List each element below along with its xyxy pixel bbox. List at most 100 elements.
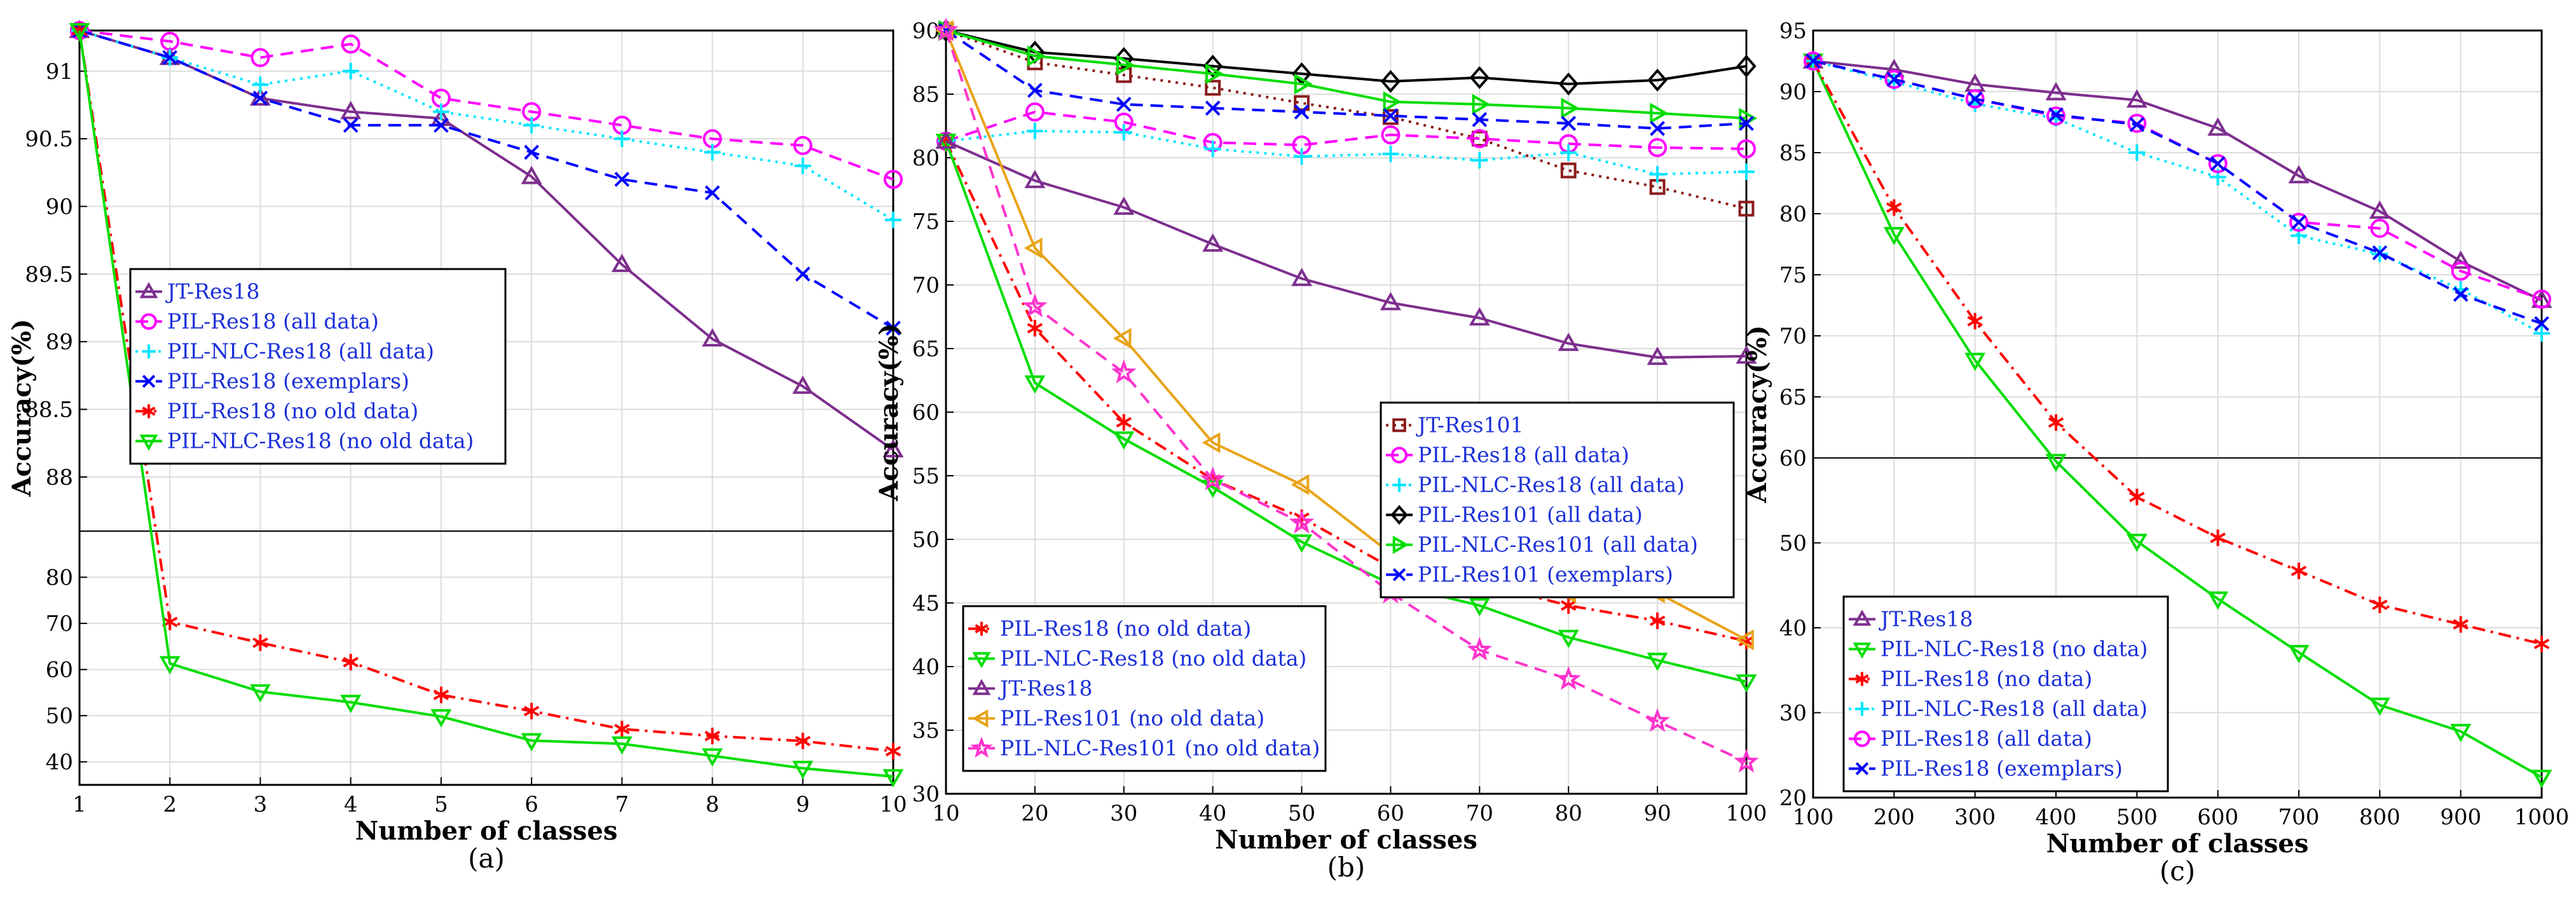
x-tick-label: 1000 — [2514, 805, 2570, 830]
data-point — [1027, 45, 1046, 67]
data-point — [1804, 52, 1823, 71]
data-point — [249, 684, 271, 703]
legend-marker — [1390, 504, 1408, 525]
legend-label: PIL-NLC-Res18 (all data) — [1881, 696, 2148, 721]
y-tick-label: 80 — [912, 146, 940, 171]
data-point — [1114, 46, 1134, 71]
data-point — [1111, 359, 1137, 384]
data-point — [1558, 332, 1579, 351]
data-point — [1200, 466, 1226, 490]
data-point — [794, 157, 811, 174]
data-point — [521, 165, 542, 184]
data-point — [2534, 315, 2549, 331]
series-line — [945, 141, 1747, 642]
panel-a: 1 2 3 4 5 6 7 8 9 108888.58989.59090.591405060708… — [7, 19, 907, 874]
x-tick-label: 80 — [1555, 801, 1582, 826]
data-point — [1560, 597, 1577, 614]
legend-entry: PIL-Res18 (all data) — [135, 309, 379, 334]
data-point — [2450, 724, 2472, 742]
series-6 — [938, 23, 1754, 136]
data-point — [1736, 345, 1757, 364]
data-point — [1202, 233, 1224, 252]
legend-entry: JT-Res18 — [1849, 607, 1973, 632]
legend-entry: PIL-NLC-Res18 (all data) — [135, 339, 434, 364]
series-line — [1812, 60, 2542, 335]
data-point — [2208, 154, 2228, 174]
legend-label: PIL-NLC-Res18 (no data) — [1881, 637, 2148, 661]
data-point — [1116, 97, 1132, 112]
data-point — [523, 702, 540, 719]
data-point — [1205, 100, 1221, 116]
data-point — [2451, 261, 2470, 281]
data-point — [1115, 124, 1132, 141]
data-point — [1649, 166, 1666, 183]
legend-label: PIL-Res18 (no old data) — [167, 399, 418, 424]
data-point — [1116, 414, 1132, 431]
y-tick-label: 65 — [1779, 385, 1807, 410]
data-point — [1381, 125, 1401, 144]
y-tick-label: 30 — [1779, 701, 1807, 726]
legend-marker — [971, 709, 989, 728]
x-tick-label: 3 — [254, 792, 268, 817]
legend-label: JT-Res18 — [998, 676, 1092, 701]
x-axis-label: Number of classes — [2046, 829, 2309, 859]
x-tick-label: 9 — [796, 792, 810, 817]
series-line — [79, 29, 894, 329]
legend-entry: PIL-NLC-Res18 (no old data) — [135, 429, 474, 454]
legend-entry: PIL-NLC-Res101 (no old data) — [968, 736, 1320, 761]
legend-marker — [142, 404, 156, 419]
y-tick-label: 40 — [1779, 616, 1807, 641]
series-line — [945, 29, 1747, 120]
plot-area — [1812, 29, 2543, 799]
data-point — [432, 103, 449, 120]
panel-caption: (a) — [468, 843, 505, 874]
data-point — [1382, 146, 1399, 162]
legend-marker — [1391, 447, 1408, 464]
x-tick-label: 90 — [1643, 801, 1671, 826]
data-point — [2127, 113, 2147, 133]
data-point — [1560, 162, 1577, 179]
legend-marker — [139, 434, 158, 451]
y-tick-label: 30 — [912, 782, 940, 807]
legend: JT-Res18 PIL-Res18 (all data) PIL-NLC-Res1… — [129, 268, 507, 465]
data-point — [342, 62, 359, 80]
data-point — [2288, 645, 2310, 663]
data-point — [1735, 629, 1754, 651]
series-2 — [1802, 53, 2552, 789]
series-line — [1812, 60, 2542, 301]
x-tick-label: 700 — [2278, 805, 2320, 830]
data-point — [1380, 69, 1401, 93]
legend-entry: PIL-Res18 (no data) — [1849, 667, 2092, 691]
y-tick-label: 89.5 — [25, 262, 73, 287]
legend-marker — [975, 621, 989, 636]
data-point — [1116, 54, 1135, 76]
series-6 — [1805, 53, 2549, 331]
data-point — [2126, 534, 2148, 552]
data-point — [1469, 598, 1490, 617]
series-line — [1812, 60, 2542, 325]
y-tick-label: 88 — [46, 465, 73, 490]
data-point — [611, 253, 633, 272]
legend-marker — [1854, 730, 1870, 747]
series-3 — [938, 123, 1755, 183]
series-1 — [938, 22, 1755, 217]
data-point — [1472, 112, 1488, 127]
series-line — [79, 29, 894, 181]
x-tick-label: 10 — [932, 801, 959, 826]
panel-c: 100 200 300 400 500 600 700 800 900 1000 60 65 70 75 8… — [1743, 18, 2569, 887]
data-point — [1805, 53, 1821, 69]
data-point — [1649, 613, 1666, 629]
data-point — [343, 654, 359, 671]
y-tick-label: 45 — [912, 591, 940, 616]
data-point — [2126, 89, 2148, 108]
legend-entry: JT-Res18 — [968, 676, 1092, 701]
data-point — [1469, 66, 1490, 89]
legend-label: PIL-NLC-Res18 (no old data) — [1000, 646, 1306, 671]
data-point — [1734, 749, 1759, 773]
series-line — [945, 130, 1747, 176]
data-point — [2289, 212, 2308, 232]
data-point — [2048, 107, 2064, 123]
y-tick-label: 65 — [912, 336, 940, 362]
data-point — [1739, 116, 1754, 131]
data-point — [2372, 245, 2388, 261]
